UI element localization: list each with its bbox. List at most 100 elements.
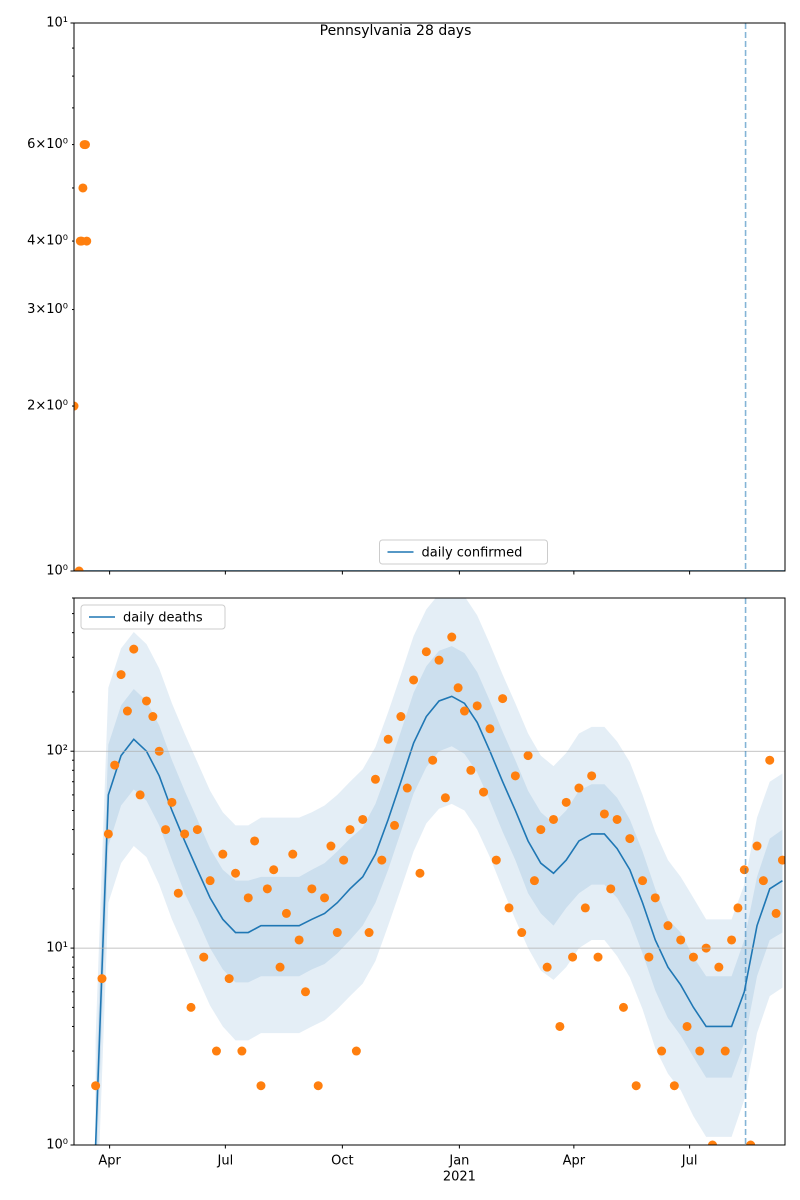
y-tick-label: 6×10⁰ [27,137,68,152]
y-tick-label: 2×10⁰ [27,399,68,414]
y-tick-label: 10⁰ [46,1138,68,1153]
x-tick-label: Jan [448,1154,469,1169]
scatter-point [141,696,151,706]
plot-area [74,140,785,571]
legend: daily deaths [80,604,226,630]
uncertainty-band [95,646,783,1145]
scatter-point [618,1002,628,1012]
scatter-point [186,1002,196,1012]
axes-frame [73,597,786,1146]
y-tick-label: 10¹ [46,16,68,31]
legend-box [379,539,548,565]
legend: daily confirmed [379,539,548,565]
scatter-point [714,962,724,972]
scatter-point [695,1046,705,1056]
scatter-point [752,841,762,851]
scatter-point [383,734,393,744]
scatter-point [199,952,209,962]
scatter-point [250,836,260,846]
y-tick-label: 4×10⁰ [27,234,68,249]
scatter-point [345,825,355,835]
chart-title: Pennsylvania 28 days [320,23,472,39]
x-tick-label: Oct [331,1154,353,1169]
scatter-point [440,793,450,803]
scatter-point [231,868,241,878]
scatter-point [568,952,578,962]
scatter-point [275,962,285,972]
scatter-point [307,884,317,894]
scatter-point [549,814,559,824]
scatter-point [574,783,584,793]
scatter-point [351,1046,361,1056]
scatter-point [720,1046,730,1056]
scatter-point [313,1081,323,1091]
scatter-point [256,1081,266,1091]
scatter-point [644,952,654,962]
scatter-point [682,1021,692,1031]
scatter-point [453,683,463,693]
scatter-point [708,1140,717,1145]
scatter-point [676,935,686,945]
scatter-point [523,751,533,761]
scatter-point [517,928,527,938]
scatter-point [211,1046,221,1056]
scatter-point [625,834,635,844]
scatter-point [122,706,132,716]
scatter-point [180,829,190,839]
scatter-point [739,865,749,875]
scatter-point [320,893,330,903]
scatter-point [192,825,202,835]
scatter-point [485,724,495,734]
scatter-point [358,814,368,824]
scatter-point [339,855,349,865]
scatter-point [80,140,90,150]
scatter-point [466,765,476,775]
scatter-point [765,755,775,765]
scatter-point [269,865,279,875]
scatter-point [529,876,539,886]
x-year-label: 2021 [443,1170,476,1185]
scatter-point [612,814,622,824]
scatter-point [504,903,514,913]
scatter-point [663,921,673,931]
scatter-point [224,974,234,984]
scatter-point [281,908,291,918]
scatter-point [409,675,419,685]
y-tick-label: 10¹ [46,941,68,956]
scatter-point [129,644,139,654]
scatter-point [638,876,648,886]
scatter-point [727,935,737,945]
scatter-point [148,712,158,722]
scatter-point [78,183,88,193]
scatter-point [173,888,183,898]
scatter-point [74,566,84,571]
legend-label: daily confirmed [422,546,523,561]
scatter-point [536,825,546,835]
scatter-point [669,1081,679,1091]
scatter-point [91,1081,101,1091]
scatter-point [599,809,609,819]
scatter-point [294,935,304,945]
scatter-point [746,1140,756,1145]
scatter-point [657,1046,667,1056]
scatter-point [135,790,145,800]
legend-box [80,604,226,630]
scatter-point [447,632,457,642]
y-tick-label: 3×10⁰ [27,302,68,317]
scatter-point [606,884,616,894]
scatter-point [459,706,469,716]
scatter-point [205,876,215,886]
scatter-point [758,876,768,886]
scatter-point [97,974,107,984]
scatter-point [396,712,406,722]
scatter-point [377,855,387,865]
y-tick-label: 10² [46,744,68,759]
x-tick-label: Jul [217,1154,234,1169]
scatter-point [161,825,171,835]
scatter-point [402,783,412,793]
x-tick-label: Apr [563,1154,586,1169]
x-tick-label: Jul [681,1154,698,1169]
scatter-point [390,820,400,830]
scatter-point [332,928,342,938]
